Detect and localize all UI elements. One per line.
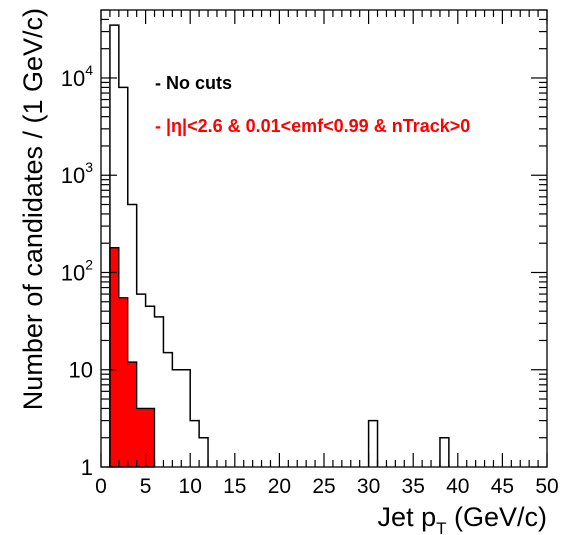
filtered-series-histogram (109, 247, 156, 468)
y-tick-label: 103 (61, 159, 93, 188)
filtered-histogram-area (109, 247, 156, 468)
x-tick-label: 35 (402, 475, 425, 498)
x-axis-title-unit: (GeV/c) (446, 502, 547, 532)
legend-entry-filtered: - |η|<2.6 & 0.01<emf<0.99 & nTrack>0 (155, 116, 470, 136)
legend-entry-no-cuts: - No cuts (155, 73, 232, 93)
y-tick-label: 102 (61, 256, 93, 285)
y-tick-label: 104 (61, 62, 93, 91)
x-tick-label: 25 (312, 475, 335, 498)
no-cuts-histogram-line (109, 24, 450, 467)
x-tick-label: 20 (268, 475, 291, 498)
y-tick-label: 10 (69, 358, 93, 383)
x-tick-label: 50 (535, 475, 558, 498)
x-tick-label: 5 (140, 475, 152, 498)
x-axis-title: Jet pT (GeV/c) (378, 502, 547, 535)
axis-ticks (100, 9, 548, 468)
x-tick-label: 40 (446, 475, 469, 498)
x-tick-label: 30 (357, 475, 380, 498)
x-tick-labels: 0 5 10 15 20 25 30 35 40 45 50 (95, 475, 559, 498)
x-tick-label: 45 (491, 475, 514, 498)
x-axis-title-main: Jet p (378, 502, 437, 532)
x-tick-label: 15 (223, 475, 246, 498)
y-tick-labels: 1 10 102 103 104 (61, 62, 93, 480)
y-tick-label: 1 (81, 455, 93, 480)
no-cuts-series-histogram (109, 24, 450, 467)
y-axis-title: Number of candidates / (1 GeV/c) (18, 8, 48, 410)
x-axis-title-subscript: T (436, 519, 446, 535)
legend: - No cuts - |η|<2.6 & 0.01<emf<0.99 & nT… (155, 73, 470, 136)
x-tick-label: 10 (179, 475, 202, 498)
x-tick-label: 0 (95, 475, 107, 498)
